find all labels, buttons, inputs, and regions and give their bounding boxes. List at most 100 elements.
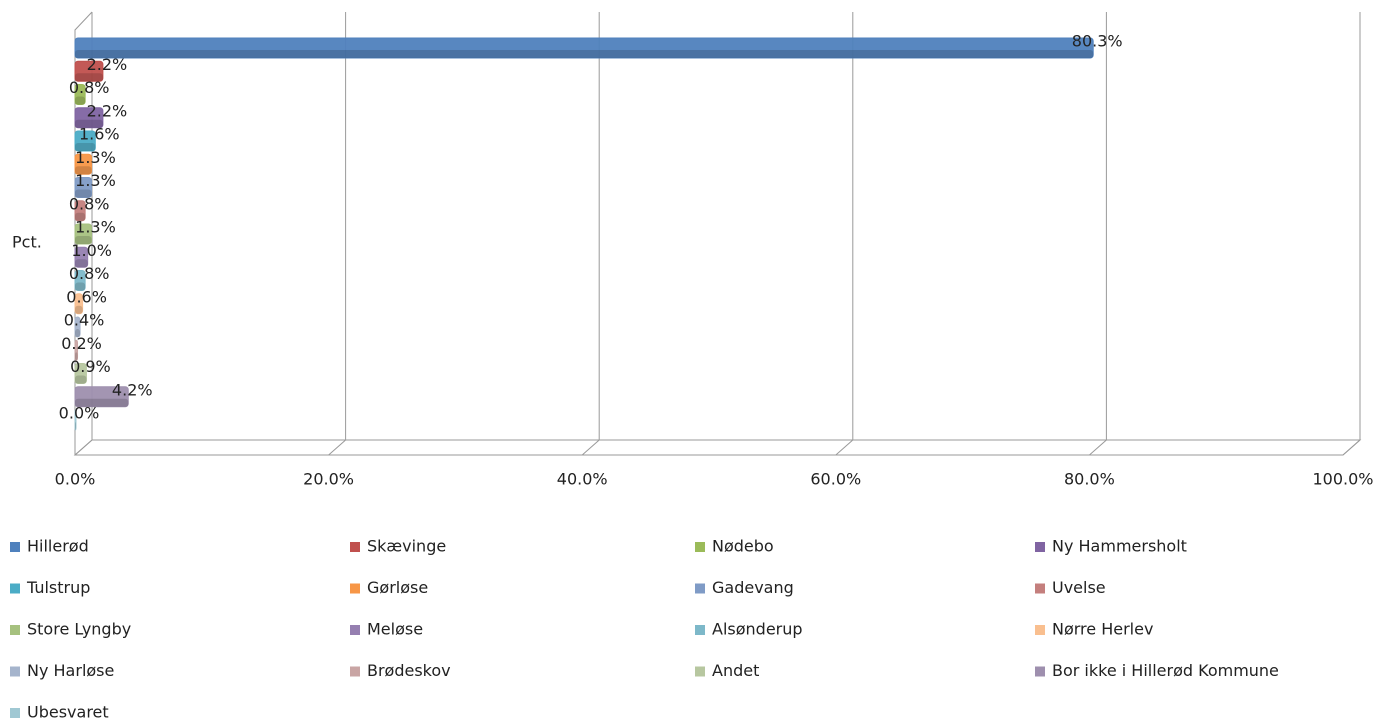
legend-label: Hillerød (27, 537, 89, 556)
legend-swatch (695, 625, 705, 635)
floor (73, 439, 1362, 456)
legend-swatch (1035, 583, 1045, 594)
legend-label: Nørre Herlev (1052, 620, 1153, 639)
grid-line (1089, 12, 1107, 456)
x-tick-label: 100.0% (1312, 470, 1373, 489)
legend-label: Ny Harløse (27, 661, 114, 680)
bar-shade (75, 189, 92, 198)
bar-shade (75, 212, 86, 221)
x-tick-label: 0.0% (55, 470, 96, 489)
bar-shade (75, 259, 88, 268)
legend-label: Andet (712, 661, 759, 680)
data-label: 2.2% (87, 101, 128, 120)
axis-wall (74, 11, 93, 455)
bar (74, 409, 77, 431)
data-label: 4.2% (112, 380, 153, 399)
legend-label: Store Lyngby (27, 620, 131, 639)
legend-label: Nødebo (712, 537, 774, 556)
data-label: 0.8% (69, 78, 110, 97)
legend-swatch (695, 542, 705, 552)
data-label: 1.0% (71, 241, 112, 260)
bar (74, 84, 86, 105)
legend-label: Ny Hammersholt (1052, 537, 1187, 556)
legend-swatch (350, 583, 360, 594)
legend-label: Uvelse (1052, 578, 1106, 597)
bar-shade (75, 166, 92, 175)
data-label: 80.3% (1072, 32, 1123, 51)
bar (74, 130, 96, 152)
data-label: 0.8% (69, 194, 110, 213)
data-label: 0.4% (64, 311, 105, 330)
category-label: Pct. (12, 233, 42, 252)
legend-label: Brødeskov (367, 661, 451, 680)
bar (74, 177, 92, 198)
bar-shade (75, 398, 129, 407)
bar-shade (75, 50, 1094, 58)
legend-label: Gørløse (367, 578, 428, 597)
bar-shade (75, 422, 76, 430)
grid-line (581, 12, 600, 456)
bar-shade (75, 119, 103, 128)
bar (74, 107, 104, 129)
legend-label: Meløse (367, 620, 423, 639)
data-label: 2.2% (87, 55, 128, 74)
legend-swatch (10, 666, 20, 677)
bar (74, 363, 87, 384)
data-label: 0.0% (59, 404, 100, 423)
bar (74, 386, 129, 408)
legend-label: Alsønderup (712, 620, 803, 639)
legend-swatch (1035, 625, 1045, 635)
legend-swatch (10, 708, 20, 718)
data-label: 0.6% (66, 287, 107, 306)
legend-swatch (695, 666, 705, 677)
grid-line (1342, 12, 1361, 456)
bar-shade (75, 282, 86, 291)
legend-swatch (10, 542, 20, 552)
bar-shade (75, 352, 78, 361)
bar (74, 293, 84, 315)
grid-line (74, 12, 93, 456)
data-label: 0.9% (70, 357, 111, 376)
legend-label: Bor ikke i Hillerød Kommune (1052, 661, 1279, 680)
legend-swatch (1035, 666, 1045, 677)
bar (74, 60, 104, 82)
bar-shade (75, 143, 96, 151)
bar-shade (75, 236, 92, 244)
data-label: 1.6% (79, 125, 120, 144)
bar (74, 37, 1094, 59)
x-tick-label: 60.0% (810, 470, 861, 489)
x-tick-label: 20.0% (303, 470, 354, 489)
bar (74, 200, 86, 222)
data-label: 0.2% (61, 334, 102, 353)
bar (74, 223, 92, 245)
bar (74, 316, 81, 338)
bar (74, 246, 89, 268)
grid-line (835, 12, 854, 456)
legend-label: Gadevang (712, 578, 794, 597)
legend-swatch (1035, 542, 1045, 552)
bar (74, 339, 79, 361)
bar-shade (75, 305, 83, 314)
bar (74, 270, 86, 291)
legend-swatch (10, 583, 20, 594)
legend-label: Tulstrup (26, 578, 90, 597)
bar-shade (75, 329, 81, 337)
legend-swatch (10, 625, 20, 635)
legend-swatch (350, 625, 360, 635)
data-label: 0.8% (69, 264, 110, 283)
data-label: 1.3% (75, 218, 116, 237)
bar-shade (75, 375, 87, 384)
bar (74, 153, 92, 175)
bar-shade (75, 96, 86, 105)
legend-swatch (350, 666, 360, 677)
legend-label: Skævinge (367, 537, 446, 556)
legend-swatch (695, 583, 705, 594)
data-label: 1.3% (75, 148, 116, 167)
legend-swatch (350, 542, 360, 552)
x-tick-label: 40.0% (557, 470, 608, 489)
bar-shade (75, 73, 103, 82)
x-tick-label: 80.0% (1064, 470, 1115, 489)
grid-line (328, 12, 347, 456)
data-label: 1.3% (75, 171, 116, 190)
